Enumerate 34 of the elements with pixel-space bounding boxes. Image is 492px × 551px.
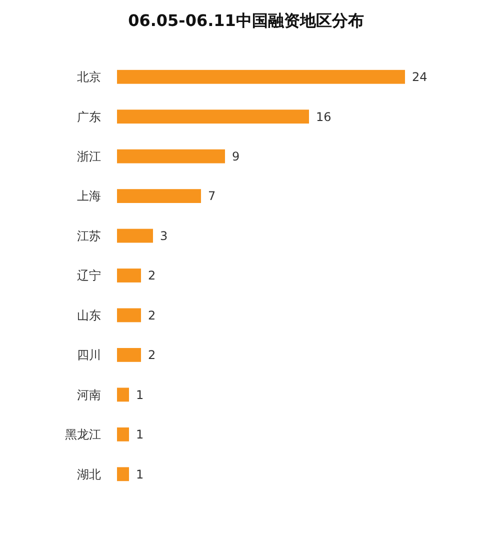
y-tick-label: 河南 [77, 388, 101, 402]
bar [117, 189, 201, 203]
bar [117, 427, 129, 442]
data-label: 3 [160, 228, 168, 243]
data-label: 2 [148, 348, 156, 362]
bar [117, 149, 225, 164]
data-label: 16 [316, 110, 332, 124]
data-label: 2 [148, 308, 156, 322]
data-label: 24 [412, 70, 428, 84]
y-tick-label: 广东 [77, 110, 101, 124]
bar [117, 268, 141, 282]
y-tick-label: 黑龙江 [65, 428, 101, 442]
y-tick-label: 辽宁 [77, 268, 101, 283]
data-label: 2 [148, 268, 156, 283]
y-tick-label: 山东 [77, 308, 101, 322]
data-label: 9 [232, 150, 240, 164]
bar [117, 228, 153, 243]
bar [117, 348, 141, 362]
bar [117, 110, 309, 124]
data-label: 1 [136, 467, 144, 482]
y-tick-label: 湖北 [77, 467, 101, 482]
data-label: 1 [136, 388, 144, 402]
y-tick-label: 北京 [77, 70, 101, 84]
bar [117, 388, 129, 402]
y-tick-label: 江苏 [77, 228, 101, 243]
chart-title: 06.05-06.11中国融资地区分布 [128, 11, 364, 30]
y-tick-label: 四川 [77, 348, 101, 362]
y-tick-label: 浙江 [77, 150, 101, 164]
y-tick-label: 上海 [77, 189, 101, 204]
data-label: 7 [208, 189, 216, 204]
bar [117, 467, 129, 482]
bar [117, 70, 405, 84]
bar [117, 308, 141, 322]
data-label: 1 [136, 428, 144, 442]
